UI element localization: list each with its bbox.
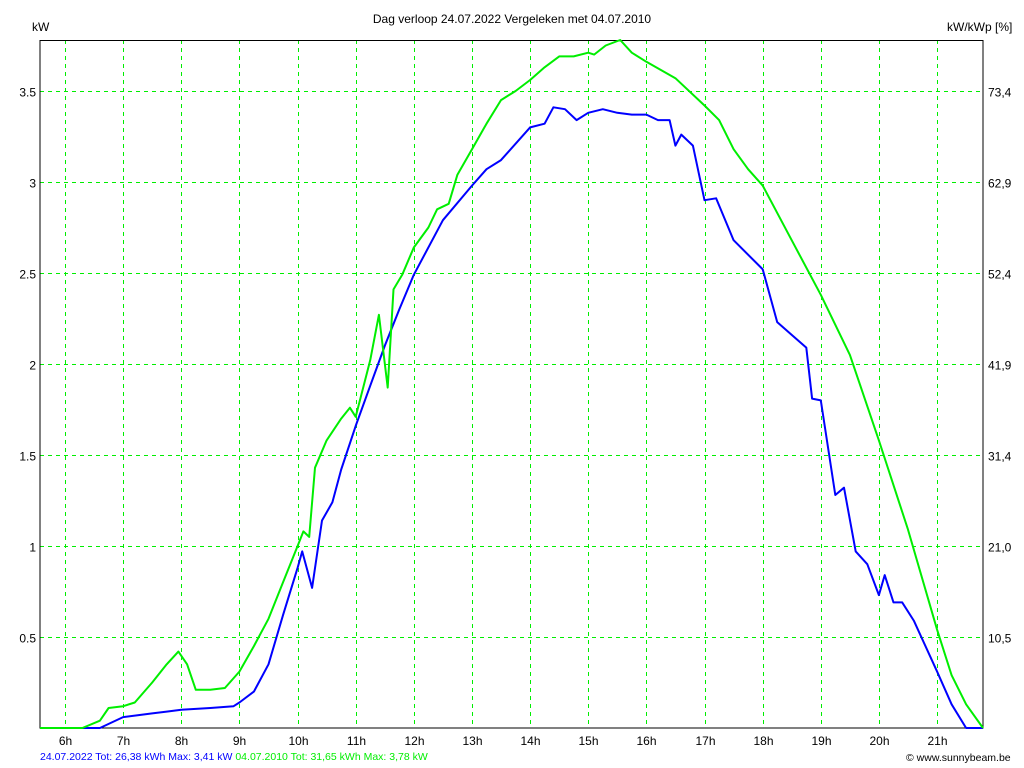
series-line-04-07-2010 xyxy=(40,39,984,729)
x-tick-label: 20h xyxy=(869,734,889,748)
x-tick-label: 19h xyxy=(811,734,831,748)
x-tick-label: 10h xyxy=(288,734,308,748)
x-tick-label: 6h xyxy=(59,734,72,748)
series-line-24-07-2022 xyxy=(40,106,983,729)
x-tick-label: 14h xyxy=(520,734,540,748)
y2-tick-label: 31,4 xyxy=(988,450,1012,464)
legend-series-2010: 04.07.2010 Tot: 31,65 kWh Max: 3,78 kW xyxy=(235,751,428,763)
copyright: © www.sunnybeam.be xyxy=(906,752,1011,764)
y2-tick-label: 62,9 xyxy=(988,177,1012,191)
x-tick-label: 8h xyxy=(175,734,188,748)
y2-tick-label: 52,4 xyxy=(988,268,1012,282)
x-tick-label: 9h xyxy=(233,734,246,748)
y-tick-label: 1.5 xyxy=(19,450,36,464)
y-tick-label: 2 xyxy=(29,359,36,373)
legend-footer: 24.07.2022 Tot: 26,38 kWh Max: 3,41 kW 0… xyxy=(40,751,428,763)
plot-frame xyxy=(39,40,984,729)
y2-tick-label: 41,9 xyxy=(988,359,1012,373)
x-tick-label: 12h xyxy=(404,734,424,748)
y2-tick-label: 21,0 xyxy=(988,541,1012,555)
y-tick-label: 1 xyxy=(29,541,36,555)
x-tick-label: 17h xyxy=(695,734,715,748)
x-tick-label: 15h xyxy=(578,734,598,748)
chart-title: Dag verloop 24.07.2022 Vergeleken met 04… xyxy=(372,12,652,26)
x-tick-label: 21h xyxy=(927,734,947,748)
x-tick-label: 18h xyxy=(753,734,773,748)
y2-tick-label: 73,4 xyxy=(988,86,1012,100)
y-tick-label: 3 xyxy=(29,177,36,191)
y-tick-label: 2.5 xyxy=(19,268,36,282)
y-axis-label: kW xyxy=(32,20,50,34)
y-tick-label: 3.5 xyxy=(19,86,36,100)
x-tick-label: 16h xyxy=(636,734,656,748)
y2-tick-label: 10,5 xyxy=(988,632,1012,646)
x-tick-label: 13h xyxy=(462,734,482,748)
x-tick-label: 11h xyxy=(347,734,366,748)
x-tick-label: 7h xyxy=(117,734,130,748)
y2-axis-label: kW/kWp [%] xyxy=(947,20,1013,34)
legend-series-2022: 24.07.2022 Tot: 26,38 kWh Max: 3,41 kW xyxy=(40,751,233,763)
y-tick-label: 0.5 xyxy=(19,632,36,646)
